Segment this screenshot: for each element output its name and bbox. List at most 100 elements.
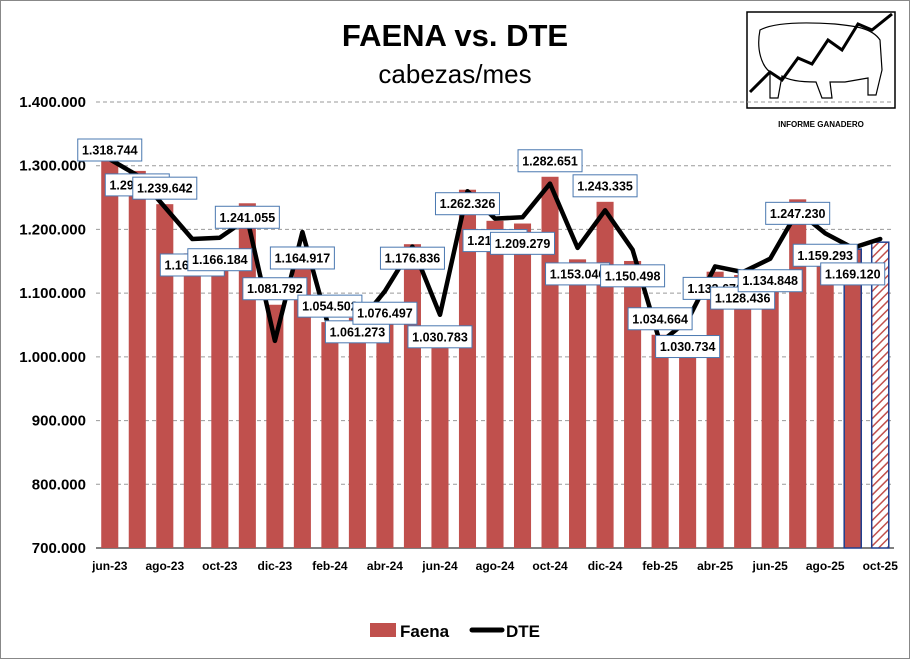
- logo: INFORME GANADERO: [746, 11, 896, 129]
- faena-bar: [486, 220, 504, 548]
- data-label: 1.081.792: [242, 277, 308, 301]
- faena-bar: [734, 275, 752, 548]
- data-label-text: 1.169.120: [825, 267, 881, 281]
- x-tick-label: abr-25: [697, 559, 733, 573]
- x-tick-label: dic-24: [588, 559, 623, 573]
- data-label-text: 1.164.917: [275, 251, 331, 265]
- data-label: 1.318.744: [77, 138, 143, 162]
- data-label: 1.030.783: [407, 325, 473, 349]
- faena-bar: [183, 253, 201, 549]
- y-tick-label: 1.300.000: [19, 158, 86, 175]
- faena-bar: [376, 308, 394, 548]
- data-label: 1.241.055: [214, 205, 280, 229]
- faena-bar: [816, 255, 834, 548]
- data-label-text: 1.030.783: [412, 330, 468, 344]
- x-tick-label: abr-24: [367, 559, 403, 573]
- data-label-box: [737, 269, 803, 293]
- x-tick-label: oct-25: [863, 559, 899, 573]
- data-label-text: 1.282.651: [522, 154, 578, 168]
- faena-bar: [679, 337, 697, 548]
- y-tick-label: 1.200.000: [19, 221, 86, 238]
- data-label-box: [655, 335, 721, 359]
- faena-bar: [596, 201, 614, 548]
- faena-bar: [431, 337, 449, 548]
- y-tick-label: 1.000.000: [19, 349, 86, 366]
- faena-bar: [458, 189, 477, 548]
- x-tick-label: jun-23: [91, 559, 128, 573]
- data-label: 1.209.279: [490, 231, 556, 255]
- y-axis-ticks: 700.000 800.000 900.000 1.000.000 1.100.000 1…: [19, 94, 86, 557]
- data-label-box: [490, 231, 556, 255]
- data-label-box: [352, 301, 418, 325]
- data-label: 1.159.293: [792, 243, 858, 267]
- data-label: 1.164.917: [269, 246, 335, 270]
- data-label-box: [627, 307, 693, 331]
- faena-bar: [266, 304, 284, 548]
- data-label: 1.061.273: [324, 320, 390, 344]
- data-label-box: [77, 138, 143, 162]
- data-label: 1.128.436: [710, 286, 776, 310]
- data-label-text: 1.153.046: [550, 267, 606, 281]
- data-label: 1.239.642: [132, 176, 198, 200]
- data-label: 1.247.230: [765, 201, 831, 225]
- data-label-box: [517, 149, 583, 173]
- data-label-text: 1.262.326: [440, 197, 496, 211]
- y-tick-label: 900.000: [32, 413, 86, 430]
- faena-bar: [101, 153, 119, 549]
- x-tick-label: jun-25: [752, 559, 789, 573]
- data-label-box: [214, 205, 280, 229]
- data-label-text: 1.150.498: [605, 269, 661, 283]
- chart-subtitle: cabezas/mes: [378, 59, 531, 89]
- faena-bar: [348, 317, 366, 548]
- x-tick-label: jun-24: [421, 559, 458, 573]
- data-label-text: 1.318.744: [82, 144, 138, 158]
- y-tick-label: 700.000: [32, 540, 86, 557]
- faena-bar: [211, 250, 229, 549]
- faena-bar: [870, 241, 890, 549]
- data-label-text: 1.128.436: [715, 292, 771, 306]
- x-tick-label: feb-25: [642, 559, 678, 573]
- data-label-box: [407, 325, 473, 349]
- data-label-box: [242, 277, 308, 301]
- x-tick-label: ago-24: [476, 559, 515, 573]
- faena-bar: [843, 248, 863, 549]
- data-label: 1.134.848: [737, 269, 803, 293]
- data-label-text: 1.209.279: [495, 237, 551, 251]
- data-label-box: [187, 248, 253, 272]
- data-label: 1.150.498: [600, 264, 666, 288]
- data-labels: 1.318.7441.291.8531.239.6421.162.4591.16…: [77, 138, 886, 359]
- data-label: 1.262.326: [434, 192, 500, 216]
- faena-bar: [156, 204, 174, 548]
- x-tick-label: oct-23: [202, 559, 238, 573]
- faena-bar: [569, 259, 587, 548]
- legend-faena-swatch: [370, 623, 396, 637]
- faena-bar: [761, 270, 779, 548]
- faena-bar: [651, 334, 669, 548]
- data-label-box: [434, 192, 500, 216]
- y-tick-label: 800.000: [32, 476, 86, 493]
- data-label-text: 1.034.664: [632, 312, 688, 326]
- data-label-text: 1.076.497: [357, 307, 413, 321]
- data-label: 1.034.664: [627, 307, 693, 331]
- data-label-text: 1.134.848: [742, 274, 798, 288]
- legend: Faena DTE: [370, 622, 540, 641]
- data-label: 1.282.651: [517, 149, 583, 173]
- chart-title: FAENA vs. DTE: [342, 18, 568, 53]
- faena-bar: [128, 170, 146, 548]
- data-label-box: [269, 246, 335, 270]
- data-label: 1.166.184: [187, 248, 253, 272]
- x-tick-label: ago-25: [806, 559, 845, 573]
- data-label-text: 1.176.836: [385, 252, 441, 266]
- data-label-text: 1.239.642: [137, 182, 193, 196]
- legend-faena-label: Faena: [400, 622, 450, 641]
- faena-bar: [293, 251, 311, 549]
- data-label-text: 1.081.792: [247, 282, 303, 296]
- data-label-text: 1.166.184: [192, 253, 248, 267]
- x-tick-label: oct-24: [532, 559, 568, 573]
- faena-bar: [321, 322, 339, 548]
- data-label-box: [600, 264, 666, 288]
- data-label: 1.176.836: [379, 246, 445, 270]
- data-label: 1.169.120: [820, 262, 886, 286]
